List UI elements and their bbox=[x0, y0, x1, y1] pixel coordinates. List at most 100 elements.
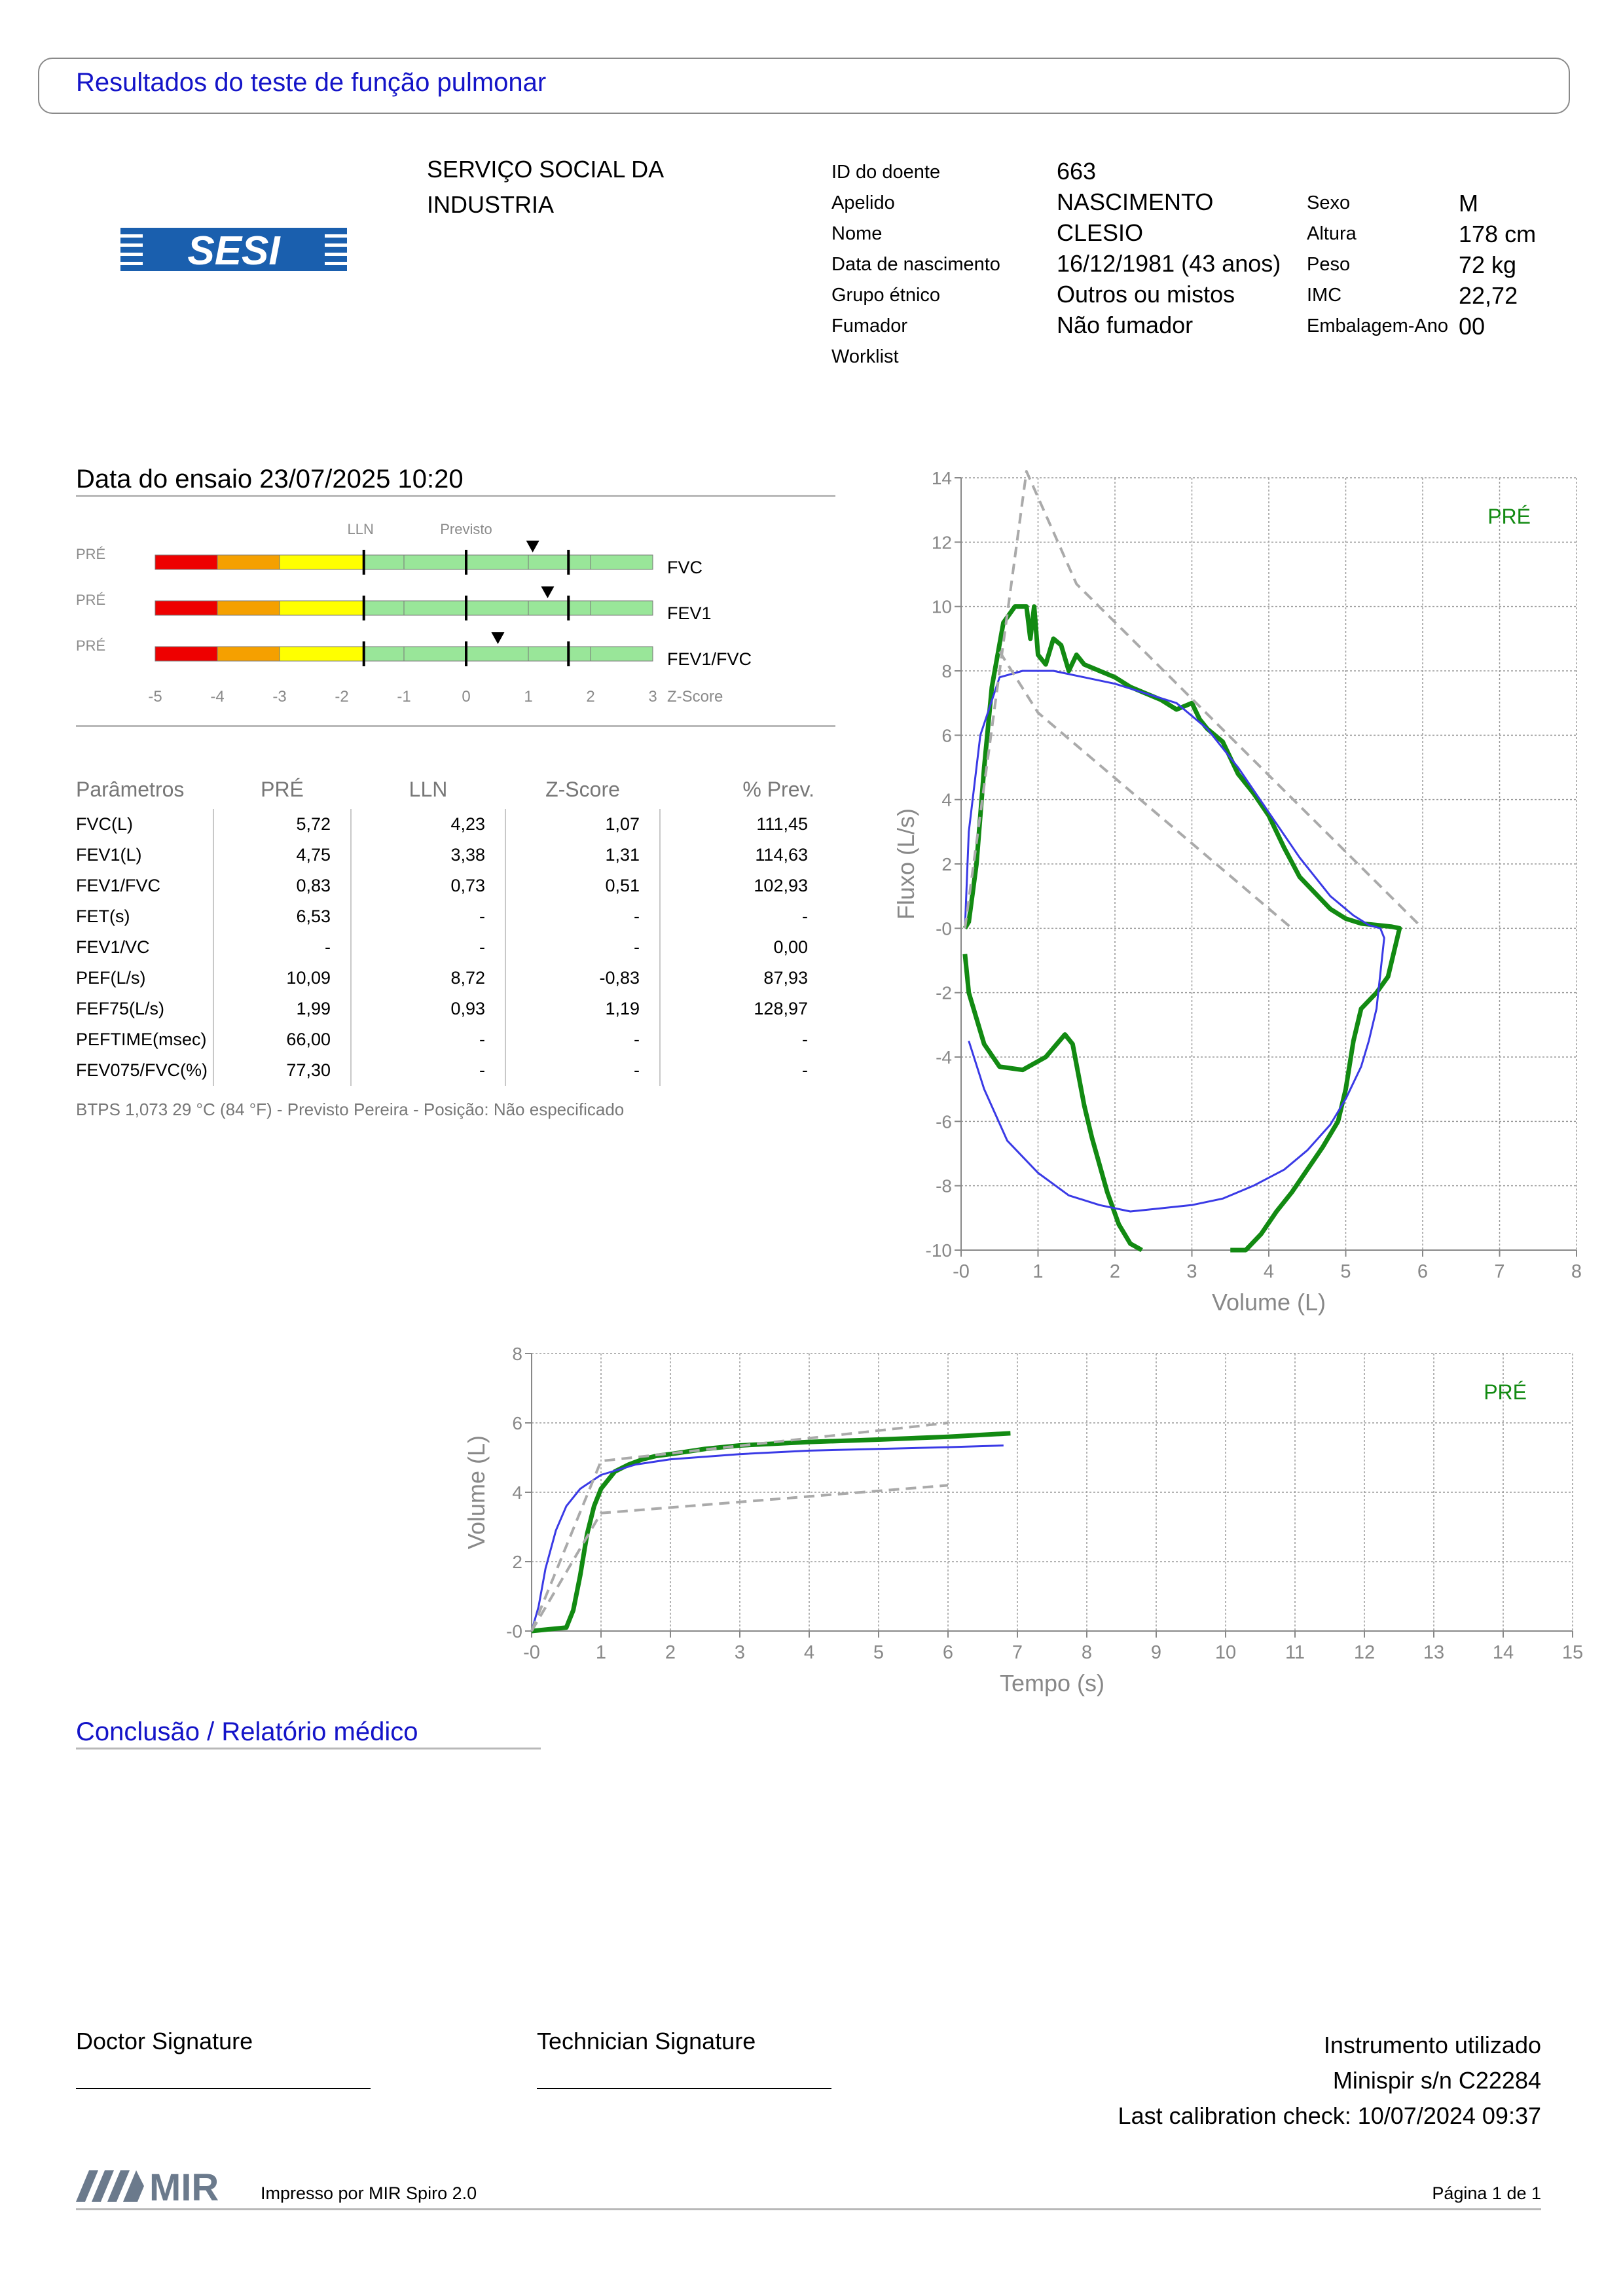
zscore-band bbox=[363, 554, 653, 570]
zscore-band bbox=[217, 646, 280, 662]
height-value: 178 cm bbox=[1459, 221, 1537, 247]
x-axis-label: Volume (L) bbox=[1212, 1289, 1326, 1316]
zscore-chart: LLN Previsto PRÉ FVC PRÉ FEV1 PRÉ FEV1/FVC -5 -4 -… bbox=[76, 521, 752, 706]
zscore-axis-label: Z-Score bbox=[667, 688, 723, 706]
y-tick-label: 4 bbox=[941, 790, 952, 810]
patient-values: 663 NASCIMENTO CLESIO 16/12/1981 (43 ano… bbox=[1057, 156, 1281, 340]
smoker-value: Não fumador bbox=[1057, 312, 1194, 338]
zscore-pointer bbox=[526, 541, 539, 552]
birthdate-label: Data de nascimento bbox=[831, 254, 1000, 275]
param-value: 0,00 bbox=[659, 932, 828, 963]
param-name: FVC(L) bbox=[76, 814, 133, 834]
predicted-curve bbox=[963, 470, 1424, 929]
ethnic-group-value: Outros ou mistos bbox=[1057, 281, 1235, 308]
param-value: 114,63 bbox=[659, 840, 828, 870]
y-tick-label: 6 bbox=[941, 725, 952, 745]
param-value: 0,93 bbox=[350, 994, 505, 1024]
weight-value: 72 kg bbox=[1459, 251, 1517, 278]
zscore-tick-label: 3 bbox=[648, 688, 657, 706]
y-tick-label: 6 bbox=[512, 1413, 522, 1433]
y-tick-label: 12 bbox=[932, 532, 952, 552]
y-axis-label: Fluxo (L/s) bbox=[892, 808, 919, 920]
measured-curve bbox=[962, 954, 1143, 1253]
param-value: - bbox=[213, 932, 351, 963]
y-axis-label: Volume (L) bbox=[463, 1435, 490, 1549]
param-value: 10,09 bbox=[213, 963, 351, 994]
x-tick-label: 6 bbox=[943, 1642, 953, 1663]
param-value: - bbox=[350, 1055, 505, 1086]
y-tick-label: -8 bbox=[936, 1176, 952, 1196]
col-header: Parâmetros bbox=[76, 777, 185, 801]
printed-by: Impresso por MIR Spiro 2.0 bbox=[261, 2183, 477, 2203]
x-tick-label: 1 bbox=[1032, 1261, 1043, 1282]
measured-curve bbox=[962, 604, 1402, 1253]
zscore-tick-label: 2 bbox=[586, 688, 594, 706]
predicted-curve bbox=[998, 651, 1293, 929]
param-name: FEV1/VC bbox=[76, 937, 150, 957]
x-tick-label: 3 bbox=[1186, 1261, 1197, 1282]
y-tick-label: 14 bbox=[932, 468, 952, 488]
x-tick-label: 2 bbox=[1110, 1261, 1120, 1282]
ethnic-group-label: Grupo étnico bbox=[831, 285, 941, 306]
param-value: 8,72 bbox=[350, 963, 505, 994]
x-tick-label: 6 bbox=[1417, 1261, 1428, 1282]
lln-label: LLN bbox=[348, 521, 374, 537]
instrument-title: Instrumento utilizado bbox=[1323, 2032, 1541, 2058]
weight-label: Peso bbox=[1307, 254, 1351, 275]
col-header: % Prev. bbox=[742, 777, 814, 801]
table-row: FVC(L) 5,72 4,23 1,07 111,45 bbox=[76, 809, 828, 840]
table-row: FEV1/VC - - -0,00 bbox=[76, 932, 828, 963]
row-tag: PRÉ bbox=[76, 592, 105, 608]
param-value: - bbox=[350, 901, 505, 932]
x-tick-label: 12 bbox=[1354, 1642, 1375, 1663]
x-tick-label: 11 bbox=[1285, 1642, 1305, 1663]
doctor-signature-label: Doctor Signature bbox=[76, 2028, 253, 2054]
param-value: 1,19 bbox=[505, 994, 660, 1024]
param-name: FEV075/FVC(%) bbox=[76, 1060, 208, 1080]
y-tick-label: -6 bbox=[936, 1111, 952, 1132]
x-tick-label: 9 bbox=[1151, 1642, 1161, 1663]
param-value: - bbox=[505, 1055, 660, 1086]
x-tick-label: 2 bbox=[665, 1642, 676, 1663]
zscore-band bbox=[363, 646, 653, 662]
footer-divider bbox=[76, 2208, 1541, 2210]
param-value: 0,73 bbox=[350, 870, 505, 901]
divider bbox=[76, 725, 835, 727]
param-name: FEV1/FVC bbox=[76, 876, 161, 895]
param-value: - bbox=[505, 1024, 660, 1055]
surname-label: Apelido bbox=[831, 192, 895, 213]
param-value: 0,51 bbox=[505, 870, 660, 901]
patient-labels-2: Sexo Altura Peso IMC Embalagem-Ano bbox=[1307, 188, 1448, 342]
param-value: 4,75 bbox=[213, 840, 351, 870]
table-row: FEV1/FVC 0,83 0,73 0,51 102,93 bbox=[76, 870, 828, 901]
param-value: -0,83 bbox=[505, 963, 660, 994]
y-tick-label: -0 bbox=[936, 918, 952, 939]
x-tick-label: 7 bbox=[1012, 1642, 1023, 1663]
technician-signature-label: Technician Signature bbox=[537, 2028, 756, 2054]
x-axis-label: Tempo (s) bbox=[1000, 1670, 1104, 1696]
y-tick-label: -2 bbox=[936, 983, 952, 1003]
x-tick-label: 8 bbox=[1082, 1642, 1092, 1663]
zscore-pointer bbox=[491, 632, 505, 644]
param-value: 102,93 bbox=[659, 870, 828, 901]
predicted-label: Previsto bbox=[440, 521, 492, 537]
y-tick-label: -4 bbox=[936, 1047, 952, 1067]
measured-curve bbox=[530, 1444, 1004, 1632]
mir-logo: MIR bbox=[76, 2164, 227, 2209]
zscore-tick-label: -5 bbox=[148, 688, 162, 706]
instrument-model: Minispir s/n C22284 bbox=[1332, 2067, 1541, 2094]
x-tick-label: 5 bbox=[1340, 1261, 1351, 1282]
pack-years-label: Embalagem-Ano bbox=[1307, 315, 1448, 336]
smoker-label: Fumador bbox=[831, 315, 908, 336]
bmi-label: IMC bbox=[1307, 285, 1342, 306]
zscore-tick-label: -3 bbox=[272, 688, 286, 706]
param-value: - bbox=[659, 901, 828, 932]
col-header: Z-Score bbox=[545, 777, 620, 801]
param-value: - bbox=[505, 932, 660, 963]
x-tick-label: -0 bbox=[953, 1261, 970, 1282]
legend-label: PRÉ bbox=[1487, 505, 1531, 528]
test-date: Data do ensaio 23/07/2025 10:20 bbox=[76, 465, 464, 493]
x-tick-label: 13 bbox=[1423, 1642, 1444, 1663]
param-value: 0,83 bbox=[213, 870, 351, 901]
